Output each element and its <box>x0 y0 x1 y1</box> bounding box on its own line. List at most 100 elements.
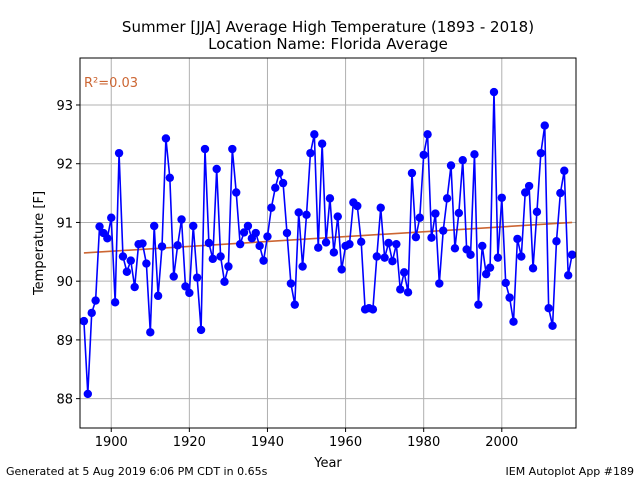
chart-title: Summer [JJA] Average High Temperature (1… <box>122 18 534 36</box>
data-point <box>169 272 178 281</box>
data-point <box>399 268 409 277</box>
data-point <box>567 250 577 259</box>
data-point <box>146 328 155 337</box>
y-axis-label: Temperature [F] <box>32 191 47 296</box>
data-point <box>153 291 163 301</box>
data-point <box>251 228 260 238</box>
data-point <box>118 252 128 261</box>
data-point <box>181 282 190 291</box>
data-point <box>403 288 413 297</box>
data-point <box>314 243 323 252</box>
data-point <box>177 215 186 224</box>
x-tick-label: 1900 <box>95 435 128 450</box>
data-point <box>150 221 159 231</box>
data-point <box>79 316 89 326</box>
data-point <box>103 234 112 243</box>
data-point <box>353 201 362 211</box>
data-point <box>232 188 241 197</box>
data-point <box>282 228 292 238</box>
data-point <box>325 194 335 203</box>
y-axis-ticks: 88 89 90 91 92 93 <box>56 99 80 408</box>
data-point <box>478 241 487 251</box>
r2-annotation: R²=0.03 <box>84 76 138 91</box>
data-point <box>435 279 444 288</box>
data-point <box>560 166 569 175</box>
x-axis-label: Year <box>313 456 342 471</box>
data-point <box>239 228 249 237</box>
y-tick-label: 92 <box>56 158 73 173</box>
data-point <box>192 273 202 282</box>
x-tick-label: 1980 <box>407 435 440 450</box>
y-tick-label: 90 <box>56 275 73 290</box>
data-point <box>396 285 405 294</box>
data-point <box>489 87 499 97</box>
x-tick-label: 1920 <box>173 435 206 450</box>
y-tick-label: 91 <box>56 216 73 231</box>
data-point <box>419 150 428 160</box>
series-line <box>83 91 573 395</box>
data-point <box>439 226 448 235</box>
data-point <box>122 267 132 276</box>
data-point <box>142 259 151 268</box>
data-point <box>165 173 175 183</box>
data-point <box>329 248 339 257</box>
data-point <box>552 237 561 246</box>
data-point <box>357 237 366 247</box>
data-point <box>317 139 327 148</box>
data-point <box>513 234 522 244</box>
data-point <box>294 208 303 217</box>
data-point <box>450 244 460 253</box>
data-point <box>556 188 565 198</box>
data-point <box>310 130 319 139</box>
plot-frame <box>79 57 577 429</box>
data-point <box>290 300 299 309</box>
data-point <box>91 296 100 305</box>
data-point <box>286 279 296 288</box>
data-point <box>306 148 315 158</box>
x-tick-label: 1940 <box>251 435 284 450</box>
data-point <box>427 233 436 242</box>
data-point <box>271 183 280 192</box>
data-point <box>196 325 206 335</box>
data-point <box>392 239 401 249</box>
data-point <box>517 252 526 261</box>
data-point <box>474 300 483 309</box>
data-point <box>337 265 346 274</box>
data-point <box>446 161 456 170</box>
data-point <box>481 269 491 279</box>
data-point <box>442 194 452 203</box>
y-tick-label: 89 <box>56 334 73 349</box>
data-point <box>185 288 194 298</box>
data-point <box>274 168 284 178</box>
data-point <box>95 222 104 231</box>
data-point <box>243 221 253 231</box>
data-point <box>333 212 342 221</box>
data-point <box>501 278 510 288</box>
data-point <box>509 317 518 326</box>
footer-left: Generated at 5 Aug 2019 6:06 PM CDT in 0… <box>6 465 268 478</box>
data-point <box>563 271 573 280</box>
data-point <box>521 188 530 197</box>
data-point <box>212 164 221 174</box>
data-point <box>423 130 432 139</box>
data-point <box>263 232 272 241</box>
data-point <box>368 305 378 314</box>
data-point <box>431 209 440 218</box>
data-point <box>532 207 542 217</box>
data-point <box>157 242 167 251</box>
data-point <box>485 263 495 272</box>
series-group <box>79 87 577 399</box>
x-axis-ticks: 1900 1920 1940 1960 1980 2000 <box>95 428 518 450</box>
data-point <box>189 221 198 231</box>
data-point <box>224 262 233 271</box>
data-point <box>384 238 393 248</box>
data-point <box>372 252 382 261</box>
data-point <box>235 239 245 249</box>
data-point <box>411 232 421 242</box>
data-point <box>528 264 538 273</box>
data-point <box>204 238 214 248</box>
data-point <box>376 203 385 212</box>
data-point <box>173 241 182 250</box>
data-point <box>380 253 389 262</box>
data-point <box>548 321 557 331</box>
